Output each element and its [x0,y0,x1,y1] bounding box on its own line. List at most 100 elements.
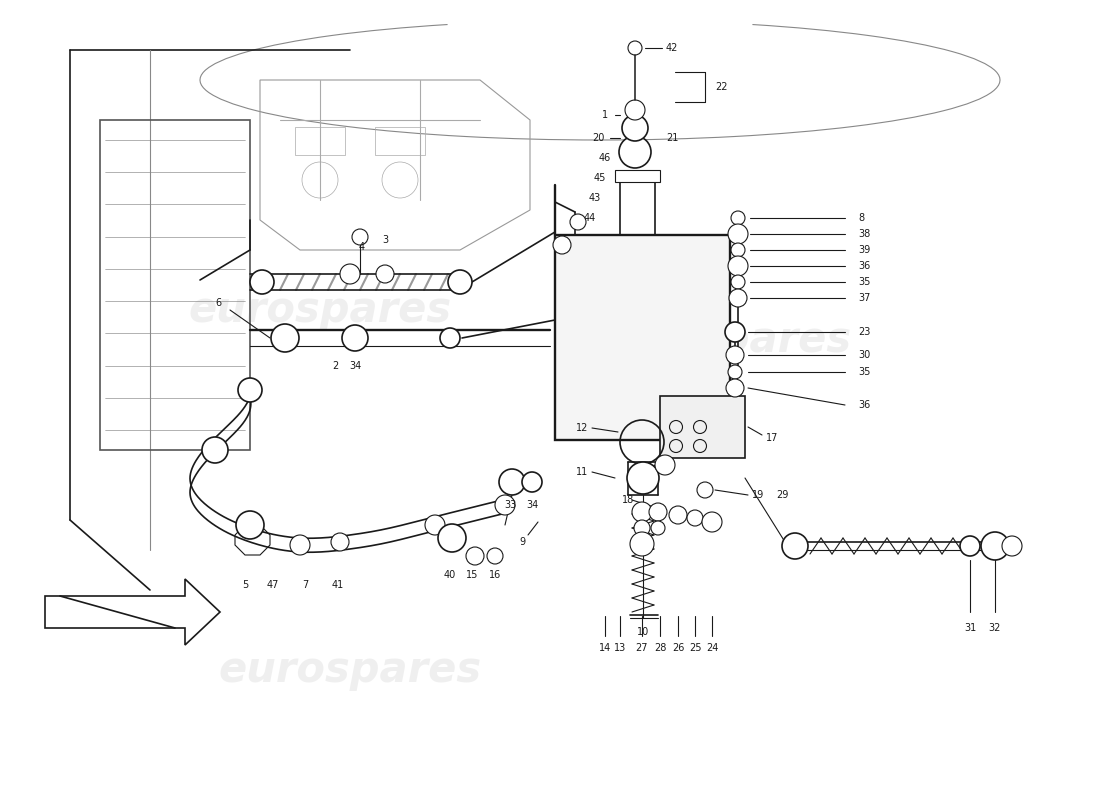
Circle shape [1002,536,1022,556]
Circle shape [238,378,262,402]
Text: 6: 6 [214,298,221,308]
Circle shape [960,536,980,556]
Circle shape [487,548,503,564]
Text: 18: 18 [621,495,634,505]
Text: 12: 12 [575,423,589,433]
Circle shape [570,214,586,230]
Text: 11: 11 [576,467,588,477]
Text: 3: 3 [382,235,388,245]
Text: eurospares: eurospares [188,289,452,331]
Circle shape [625,100,645,120]
Text: 47: 47 [267,580,279,590]
Text: 34: 34 [349,361,361,371]
Circle shape [651,521,666,535]
Text: 36: 36 [858,261,870,271]
Bar [660,396,745,458]
Text: 14: 14 [598,643,612,653]
Text: 2: 2 [332,361,338,371]
Text: 43: 43 [588,193,601,203]
Circle shape [331,533,349,551]
Bar [556,235,730,440]
Text: 44: 44 [584,213,596,223]
Text: 35: 35 [858,367,870,377]
Circle shape [352,229,368,245]
Text: 26: 26 [672,643,684,653]
Circle shape [495,495,515,515]
Text: 39: 39 [858,245,870,255]
Text: 13: 13 [614,643,626,653]
Circle shape [236,511,264,539]
Text: 40: 40 [444,570,456,580]
Circle shape [440,328,460,348]
Circle shape [621,115,648,141]
Circle shape [466,547,484,565]
Text: 25: 25 [689,643,702,653]
Circle shape [376,265,394,283]
Text: 16: 16 [488,570,502,580]
Bar [375,127,425,155]
Text: 17: 17 [766,433,778,443]
Text: 32: 32 [989,623,1001,633]
Circle shape [732,275,745,289]
Text: 36: 36 [858,400,870,410]
Text: 33: 33 [504,500,516,510]
Circle shape [729,289,747,307]
Text: 9: 9 [519,537,525,547]
Circle shape [782,533,808,559]
Text: 10: 10 [637,627,649,637]
Circle shape [202,437,228,463]
Circle shape [499,469,525,495]
Text: 31: 31 [964,623,976,633]
Text: eurospares: eurospares [219,649,482,691]
Circle shape [726,379,744,397]
Text: eurospares: eurospares [588,319,851,361]
Circle shape [425,515,446,535]
Circle shape [630,532,654,556]
Circle shape [981,532,1009,560]
Text: 1: 1 [602,110,608,120]
Text: 24: 24 [706,643,718,653]
Circle shape [627,462,659,494]
Circle shape [669,506,688,524]
Polygon shape [45,579,220,645]
Circle shape [553,236,571,254]
Text: 45: 45 [594,173,606,183]
Circle shape [522,472,542,492]
Text: 20: 20 [592,133,604,143]
Text: 30: 30 [858,350,870,360]
Circle shape [728,256,748,276]
Text: 4: 4 [359,242,365,252]
Circle shape [271,324,299,352]
Circle shape [290,535,310,555]
Circle shape [732,211,745,225]
Text: 41: 41 [332,580,344,590]
Circle shape [728,224,748,244]
Text: 38: 38 [858,229,870,239]
Text: 19: 19 [752,490,764,500]
Circle shape [726,346,744,364]
Text: 22: 22 [716,82,728,92]
Text: 8: 8 [858,213,865,223]
Circle shape [632,502,652,522]
Text: 29: 29 [776,490,789,500]
Circle shape [619,136,651,168]
Circle shape [634,520,650,536]
Text: 28: 28 [653,643,667,653]
Text: 37: 37 [858,293,870,303]
Circle shape [649,503,667,521]
Text: 23: 23 [858,327,870,337]
Text: 21: 21 [666,133,679,143]
Text: 15: 15 [465,570,478,580]
Circle shape [340,264,360,284]
Bar [615,170,660,182]
Text: 27: 27 [636,643,648,653]
Circle shape [728,365,743,379]
Circle shape [448,270,472,294]
Circle shape [654,455,675,475]
Circle shape [702,512,722,532]
Circle shape [250,270,274,294]
Text: 7: 7 [301,580,308,590]
Circle shape [342,325,369,351]
Text: 5: 5 [242,580,249,590]
Circle shape [688,510,703,526]
